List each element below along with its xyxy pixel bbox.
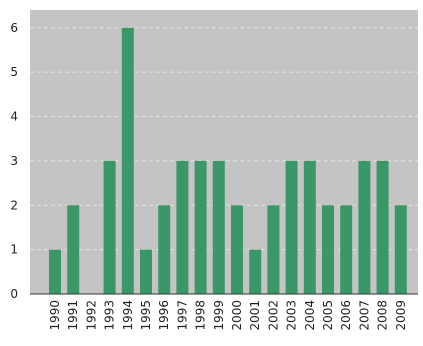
bar-2006 bbox=[340, 205, 353, 294]
bar-1995 bbox=[140, 249, 152, 294]
bar-1994 bbox=[121, 27, 134, 294]
x-tick-label: 1998 bbox=[194, 300, 208, 331]
bar-2007 bbox=[358, 160, 371, 294]
x-tick-label: 2004 bbox=[303, 300, 317, 331]
x-tick-label: 2001 bbox=[248, 300, 262, 331]
x-tick-label: 1993 bbox=[103, 300, 117, 331]
x-tick-label: 2007 bbox=[357, 300, 371, 331]
x-tick-label: 2005 bbox=[321, 300, 335, 331]
x-tick-label: 1991 bbox=[66, 300, 80, 331]
x-tick-label: 2008 bbox=[376, 300, 390, 331]
x-tick-labels: 1990 1991 1992 1993 1994 1995 1996 1997 1998 1999… bbox=[48, 300, 408, 331]
bar-1998 bbox=[194, 160, 207, 294]
x-tick-label: 2009 bbox=[394, 300, 408, 331]
bar-1997 bbox=[176, 160, 189, 294]
y-tick-label: 1 bbox=[10, 243, 18, 257]
bar-2005 bbox=[322, 205, 334, 294]
grid-lines bbox=[30, 27, 418, 251]
bar-1996 bbox=[158, 205, 171, 294]
x-tick-label: 2000 bbox=[230, 300, 244, 331]
y-tick-label: 6 bbox=[10, 21, 18, 35]
bar-2008 bbox=[376, 160, 389, 294]
bar-2004 bbox=[303, 160, 316, 294]
y-tick-label: 0 bbox=[10, 287, 18, 301]
bar-2009 bbox=[394, 205, 407, 294]
x-tick-label: 2006 bbox=[339, 300, 353, 331]
bar-1993 bbox=[103, 160, 116, 294]
x-tick-label: 1994 bbox=[121, 300, 135, 331]
y-tick-label: 5 bbox=[10, 65, 18, 79]
x-tick-label: 1992 bbox=[84, 300, 98, 331]
y-tick-label: 2 bbox=[10, 198, 18, 212]
x-tick-label: 1990 bbox=[48, 300, 62, 331]
bar-2002 bbox=[267, 205, 280, 294]
y-tick-labels: 0 1 2 3 4 5 6 bbox=[10, 21, 18, 301]
y-tick-label: 4 bbox=[10, 110, 18, 124]
x-tick-label: 2003 bbox=[285, 300, 299, 331]
bar-1990 bbox=[49, 249, 61, 294]
bars bbox=[49, 27, 407, 294]
x-tick-label: 2002 bbox=[266, 300, 280, 331]
bar-2003 bbox=[285, 160, 298, 294]
bar-1999 bbox=[212, 160, 225, 294]
x-tick-label: 1996 bbox=[157, 300, 171, 331]
x-tick-label: 1995 bbox=[139, 300, 153, 331]
y-tick-label: 3 bbox=[10, 154, 18, 168]
bar-2001 bbox=[249, 249, 262, 294]
bar-2000 bbox=[231, 205, 243, 294]
x-tick-label: 1997 bbox=[175, 300, 189, 331]
x-tick-label: 1999 bbox=[212, 300, 226, 331]
bar-1991 bbox=[67, 205, 80, 294]
